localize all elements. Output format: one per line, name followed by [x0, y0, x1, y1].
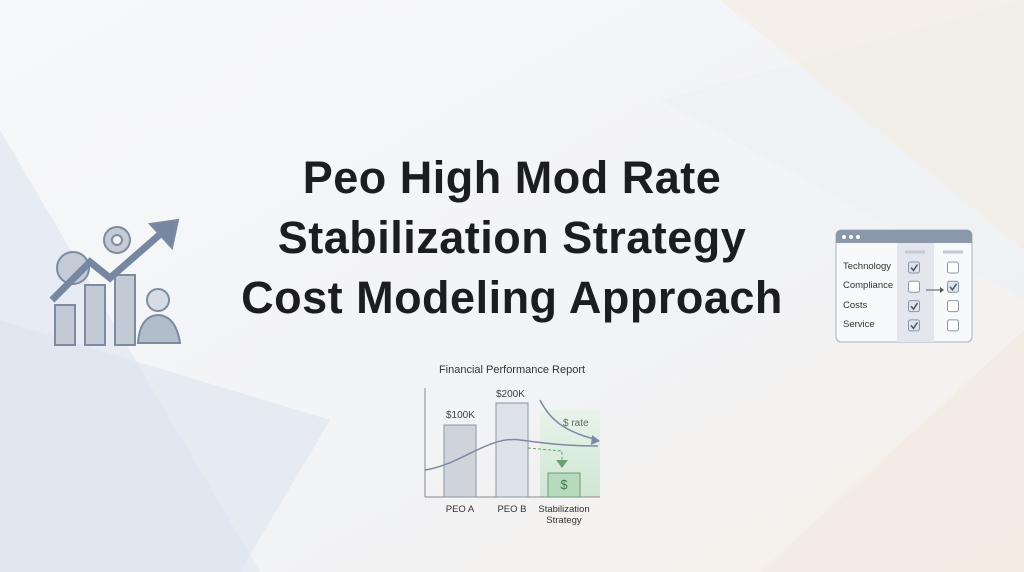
checkmark — [949, 283, 958, 292]
report-title: Financial Performance Report — [438, 364, 586, 376]
category-label: PEO B — [497, 504, 527, 515]
checklist-item: Service — [843, 318, 875, 330]
checkbox — [947, 300, 959, 313]
title-line: Peo High Mod Rate — [302, 152, 722, 203]
dollar-icon: $ — [560, 477, 568, 492]
rate-label: $ rate — [563, 418, 589, 429]
checkmark — [910, 321, 919, 330]
checklist-item: Technology — [843, 261, 892, 272]
checkbox — [908, 280, 920, 293]
checkmark — [910, 264, 919, 272]
report-illustration — [424, 388, 600, 498]
category-label: Stabilization Strategy — [538, 504, 590, 526]
checkbox — [947, 261, 959, 274]
bar-label: $200K — [496, 389, 525, 400]
growth-icon — [49, 218, 182, 346]
bar-label: $100K — [446, 410, 475, 421]
checkbox — [947, 319, 959, 332]
checklist-window — [835, 229, 973, 343]
checkmark — [910, 302, 919, 311]
title-line: Stabilization Strategy — [277, 212, 747, 263]
title-line: Cost Modeling Approach — [241, 272, 783, 323]
checklist-item: Compliance — [843, 280, 894, 292]
checklist-item: Costs — [843, 299, 868, 311]
category-label: PEO A — [445, 504, 475, 515]
